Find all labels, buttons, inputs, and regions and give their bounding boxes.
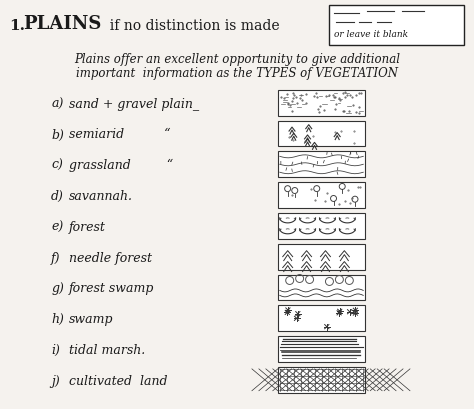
Text: f): f) xyxy=(51,251,61,264)
Text: tidal marsh.: tidal marsh. xyxy=(69,343,145,356)
Text: important  information as the TYPES of VEGETATION: important information as the TYPES of VE… xyxy=(76,67,398,80)
Bar xyxy=(278,90,365,116)
Bar xyxy=(278,152,365,178)
Text: i): i) xyxy=(51,343,60,356)
Text: needle forest: needle forest xyxy=(69,251,152,264)
Text: b): b) xyxy=(51,128,64,141)
Text: or leave it blank: or leave it blank xyxy=(335,30,409,39)
Text: grassland         “: grassland “ xyxy=(69,159,173,172)
Bar xyxy=(278,306,365,331)
Bar xyxy=(278,244,365,270)
Bar xyxy=(278,183,365,209)
Text: c): c) xyxy=(51,159,63,172)
Text: semiarid          “: semiarid “ xyxy=(69,128,171,141)
Text: cultivated  land: cultivated land xyxy=(69,374,167,387)
Text: h): h) xyxy=(51,312,64,326)
Text: Plains offer an excellent opportunity to give additional: Plains offer an excellent opportunity to… xyxy=(74,53,400,66)
Text: 1.: 1. xyxy=(9,19,25,33)
Text: sand + gravel plain_: sand + gravel plain_ xyxy=(69,97,199,110)
Bar xyxy=(278,213,365,239)
Text: forest: forest xyxy=(69,220,106,233)
Text: swamp: swamp xyxy=(69,312,113,326)
Bar xyxy=(278,336,365,362)
Bar xyxy=(278,367,365,393)
Text: if no distinction is made: if no distinction is made xyxy=(101,19,280,33)
Text: savannah.: savannah. xyxy=(69,190,133,202)
Text: e): e) xyxy=(51,220,64,233)
Text: forest swamp: forest swamp xyxy=(69,282,155,295)
Text: PLAINS: PLAINS xyxy=(23,15,101,33)
Text: j): j) xyxy=(51,374,60,387)
Bar xyxy=(329,7,464,46)
Text: a): a) xyxy=(51,97,64,110)
Bar xyxy=(278,121,365,147)
Text: g): g) xyxy=(51,282,64,295)
Text: d): d) xyxy=(51,190,64,202)
Bar xyxy=(278,275,365,301)
